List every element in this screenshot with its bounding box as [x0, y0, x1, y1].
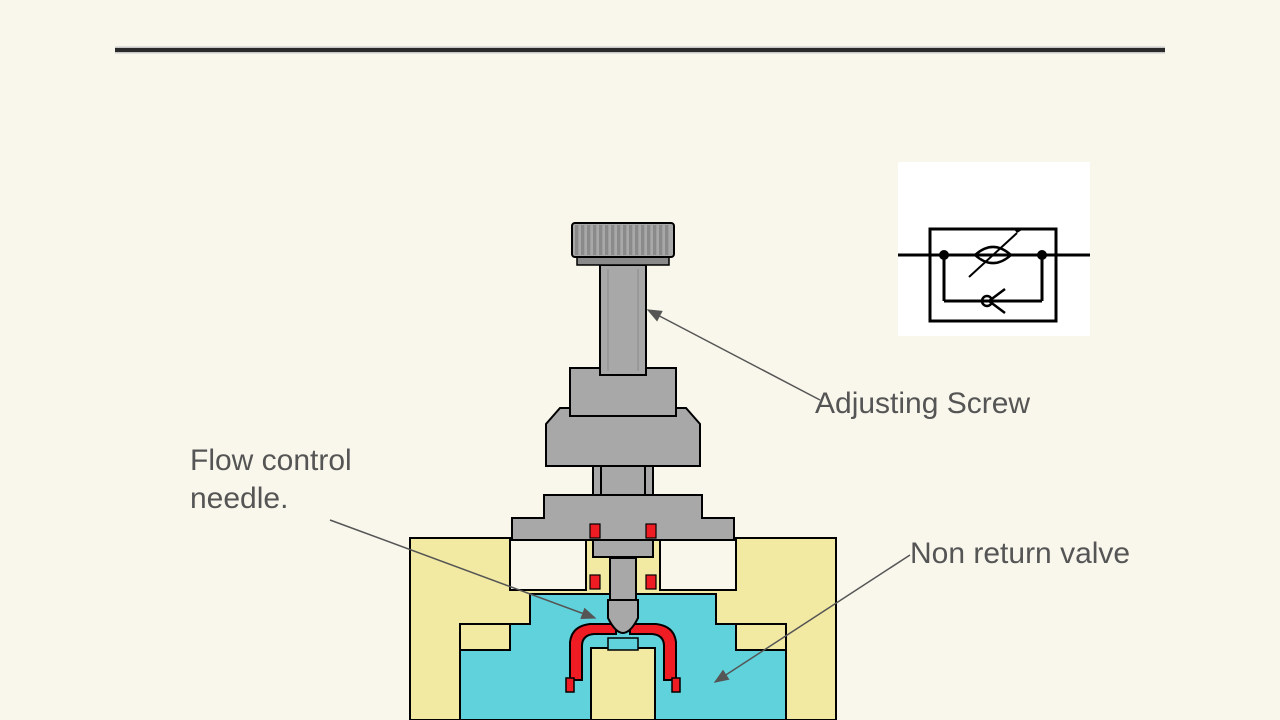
iso-symbol: [898, 162, 1090, 336]
seal: [646, 524, 656, 538]
label-adjusting-screw: Adjusting Screw: [815, 385, 1030, 423]
page-root: One-way-flow control valve Adjusting Scr…: [0, 0, 1280, 720]
seal: [590, 575, 600, 589]
label-flow-control-needle: Flow controlneedle.: [190, 442, 352, 517]
seal: [590, 524, 600, 538]
label-non-return-valve: Non return valve: [910, 535, 1130, 573]
seal: [646, 575, 656, 589]
diagram-canvas: [0, 0, 1280, 720]
